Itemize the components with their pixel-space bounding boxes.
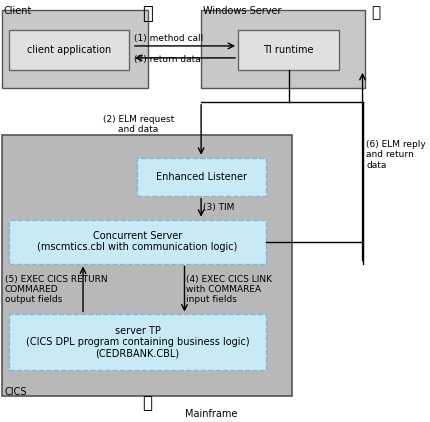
Text: (5) EXEC CICS RETURN
COMMARED
output fields: (5) EXEC CICS RETURN COMMARED output fie… <box>5 274 107 304</box>
Text: client application: client application <box>27 45 111 55</box>
Bar <box>2 10 147 88</box>
Bar <box>9 30 129 70</box>
Text: server TP
(CICS DPL program containing business logic)
(CEDRBANK.CBL): server TP (CICS DPL program containing b… <box>25 326 249 359</box>
Text: Client: Client <box>4 6 32 16</box>
Bar <box>201 10 365 88</box>
Bar <box>237 30 339 70</box>
Bar <box>9 314 265 371</box>
Bar <box>2 135 292 396</box>
Text: (3) TIM: (3) TIM <box>203 203 234 212</box>
Text: Concurrent Server
(mscmtics.cbl with communication logic): Concurrent Server (mscmtics.cbl with com… <box>37 231 237 252</box>
Text: (4) EXEC CICS LINK
with COMMAREA
input fields: (4) EXEC CICS LINK with COMMAREA input f… <box>186 274 272 304</box>
Text: (1) method call: (1) method call <box>133 34 203 43</box>
Text: 🖥: 🖥 <box>142 5 153 23</box>
Text: (7) return data: (7) return data <box>133 55 200 64</box>
Bar <box>9 219 265 263</box>
Text: 🗄: 🗄 <box>370 5 379 20</box>
Text: 🖥: 🖥 <box>142 394 152 412</box>
Text: (6) ELM reply
and return
data: (6) ELM reply and return data <box>366 140 425 170</box>
Text: TI runtime: TI runtime <box>263 45 313 55</box>
Text: Mainframe: Mainframe <box>184 409 236 419</box>
Text: (2) ELM request
and data: (2) ELM request and data <box>102 115 174 134</box>
Text: Enhanced Listener: Enhanced Listener <box>155 172 246 182</box>
Bar <box>136 158 265 196</box>
Text: CICS: CICS <box>5 387 27 397</box>
Text: Windows Server: Windows Server <box>203 6 281 16</box>
